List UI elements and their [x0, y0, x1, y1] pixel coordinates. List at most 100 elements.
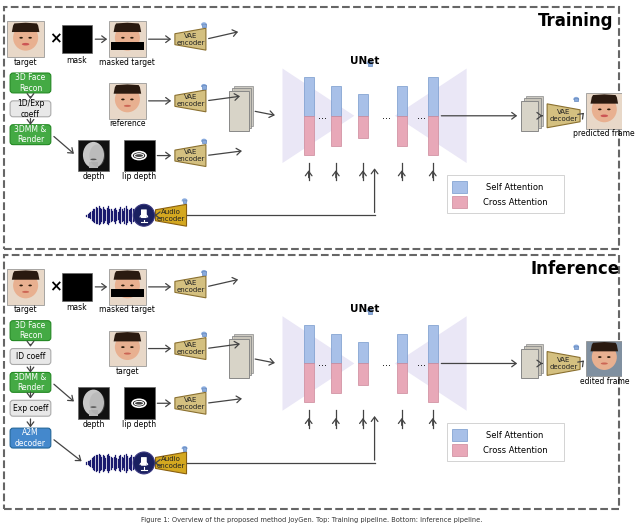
Text: Self Attention: Self Attention: [486, 183, 544, 192]
FancyBboxPatch shape: [10, 125, 51, 144]
Ellipse shape: [115, 272, 140, 298]
Bar: [452, 429, 467, 441]
Polygon shape: [547, 352, 580, 376]
Ellipse shape: [22, 291, 29, 293]
FancyBboxPatch shape: [10, 321, 51, 341]
Polygon shape: [175, 90, 206, 112]
Bar: [232, 88, 252, 127]
Text: mask: mask: [67, 56, 87, 65]
Text: Inference: Inference: [531, 260, 620, 278]
Text: ×: ×: [49, 32, 62, 47]
Text: ...: ...: [381, 111, 390, 121]
Ellipse shape: [130, 98, 134, 101]
Ellipse shape: [134, 402, 144, 405]
Text: ...: ...: [317, 111, 327, 121]
Ellipse shape: [121, 98, 125, 101]
Bar: [202, 140, 206, 143]
Ellipse shape: [124, 352, 131, 354]
Text: target: target: [14, 58, 37, 67]
Bar: [124, 140, 154, 171]
Ellipse shape: [83, 389, 104, 416]
FancyBboxPatch shape: [10, 73, 51, 93]
Ellipse shape: [601, 362, 608, 364]
Text: VAE
encoder: VAE encoder: [176, 342, 205, 355]
Bar: [89, 162, 98, 168]
Text: Cross Attention: Cross Attention: [483, 445, 547, 454]
Bar: [331, 334, 340, 363]
Bar: [229, 91, 248, 131]
Bar: [397, 363, 406, 394]
Polygon shape: [282, 316, 467, 411]
Text: VAE
encoder: VAE encoder: [176, 149, 205, 162]
Bar: [202, 333, 206, 336]
Polygon shape: [156, 452, 186, 474]
Bar: [4, 7, 619, 249]
Bar: [4, 255, 619, 509]
Ellipse shape: [598, 356, 602, 358]
Bar: [586, 341, 623, 377]
FancyBboxPatch shape: [10, 349, 51, 364]
Polygon shape: [175, 338, 206, 360]
Polygon shape: [175, 276, 206, 298]
Polygon shape: [282, 69, 467, 163]
Text: ×: ×: [49, 279, 62, 294]
Bar: [524, 345, 541, 376]
Text: Figure 1: Overview of the proposed method JoyGen. Top: Training pipeline. Bottom: Figure 1: Overview of the proposed metho…: [141, 517, 483, 523]
Text: predicted frame: predicted frame: [573, 129, 635, 138]
Ellipse shape: [22, 43, 29, 45]
Text: A2M
decoder: A2M decoder: [15, 428, 46, 448]
Polygon shape: [114, 270, 141, 280]
Bar: [447, 176, 564, 213]
Bar: [428, 325, 438, 363]
Circle shape: [133, 452, 154, 474]
FancyBboxPatch shape: [10, 428, 51, 448]
Ellipse shape: [121, 37, 125, 39]
Ellipse shape: [115, 334, 140, 360]
Bar: [229, 339, 248, 378]
Text: Audio
encoder: Audio encoder: [157, 209, 185, 222]
Bar: [304, 325, 314, 363]
Polygon shape: [547, 104, 580, 127]
Bar: [358, 363, 368, 385]
Bar: [7, 21, 44, 57]
Text: Self Attention: Self Attention: [486, 431, 544, 440]
Bar: [304, 363, 314, 402]
Bar: [521, 349, 538, 378]
Ellipse shape: [607, 356, 611, 358]
Bar: [447, 423, 564, 461]
FancyBboxPatch shape: [141, 457, 147, 466]
Text: Exp coeff: Exp coeff: [13, 404, 48, 413]
Ellipse shape: [19, 285, 23, 286]
Ellipse shape: [90, 406, 97, 408]
Bar: [202, 271, 206, 275]
Bar: [78, 140, 109, 171]
Bar: [109, 21, 146, 57]
Ellipse shape: [592, 344, 617, 370]
Polygon shape: [175, 144, 206, 167]
Polygon shape: [175, 393, 206, 414]
Bar: [202, 85, 206, 88]
Ellipse shape: [134, 153, 144, 158]
Bar: [109, 331, 146, 367]
Ellipse shape: [28, 37, 32, 39]
Bar: [232, 335, 252, 376]
FancyBboxPatch shape: [141, 209, 147, 218]
Bar: [358, 94, 368, 116]
Text: VAE
decoder: VAE decoder: [550, 110, 578, 122]
Bar: [331, 116, 340, 145]
Text: Cross Attention: Cross Attention: [483, 198, 547, 207]
Ellipse shape: [83, 142, 104, 168]
Text: VAE
encoder: VAE encoder: [176, 397, 205, 410]
Bar: [78, 387, 109, 419]
Bar: [397, 116, 406, 145]
Bar: [111, 289, 144, 297]
Text: ...: ...: [417, 111, 426, 121]
Ellipse shape: [592, 96, 617, 122]
Text: 3DMM &
Render: 3DMM & Render: [14, 125, 47, 144]
Text: 3D Face
Recon: 3D Face Recon: [15, 73, 45, 93]
Polygon shape: [591, 342, 618, 351]
Text: VAE
encoder: VAE encoder: [176, 280, 205, 294]
Text: masked target: masked target: [99, 58, 156, 67]
Ellipse shape: [598, 108, 602, 110]
Bar: [574, 346, 578, 349]
